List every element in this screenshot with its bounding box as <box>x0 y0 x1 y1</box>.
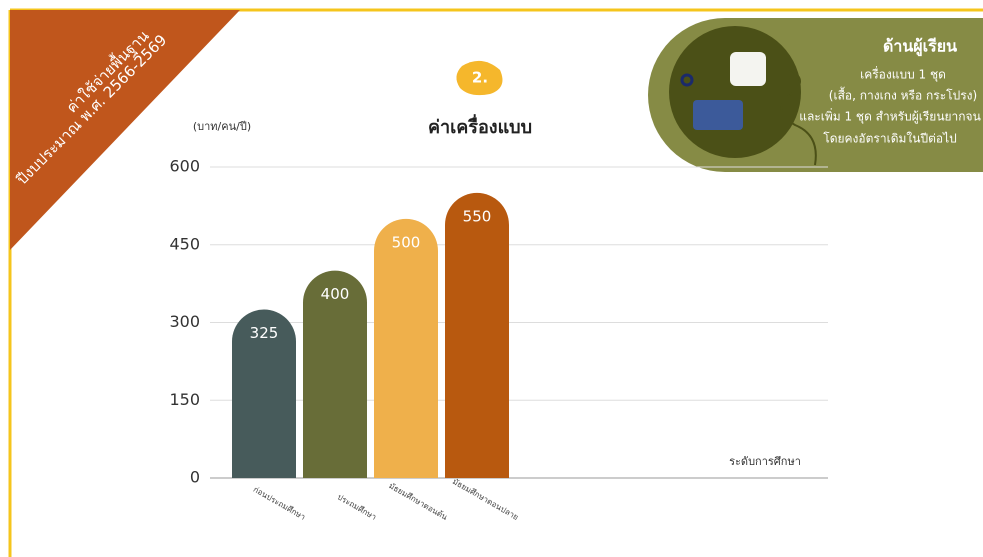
uniform-icon-bg <box>669 26 801 158</box>
tie-icon <box>680 73 694 87</box>
string-decoration <box>780 69 817 166</box>
shirt-icon <box>730 52 766 86</box>
y-tick-label: 150 <box>169 390 200 409</box>
panel-line: เครื่องแบบ 1 ชุด <box>860 66 946 83</box>
y-tick-label: 600 <box>169 157 200 176</box>
y-tick-label: 300 <box>169 312 200 331</box>
panel-line: (เสื้อ, กางเกง หรือ กระโปรง) <box>829 87 977 103</box>
chart-title: ค่าเครื่องแบบ <box>428 114 532 138</box>
bar <box>303 270 367 478</box>
bar <box>374 218 438 479</box>
value-label: 500 <box>392 233 421 251</box>
y-axis-label: (บาท/คน/ปี) <box>193 120 251 133</box>
value-label: 325 <box>250 324 279 342</box>
value-label: 550 <box>463 207 492 225</box>
panel-heading: ด้านผู้เรียน <box>883 37 957 58</box>
panel-line: โดยคงอัตราเดิมในปีต่อไป <box>823 132 956 146</box>
y-tick-label: 0 <box>190 468 200 487</box>
badge-blob <box>456 60 503 96</box>
panel-line: และเพิ่ม 1 ชุด สำหรับผู้เรียนยากจน <box>799 108 981 125</box>
value-label: 400 <box>321 285 350 303</box>
x-axis-label: ระดับการศึกษา <box>729 455 801 468</box>
corner-banner <box>10 10 240 250</box>
skirt-icon <box>693 100 743 130</box>
y-tick-label: 450 <box>169 234 200 253</box>
badge: 2. <box>472 69 488 87</box>
bar <box>445 192 509 478</box>
bar <box>232 309 296 478</box>
